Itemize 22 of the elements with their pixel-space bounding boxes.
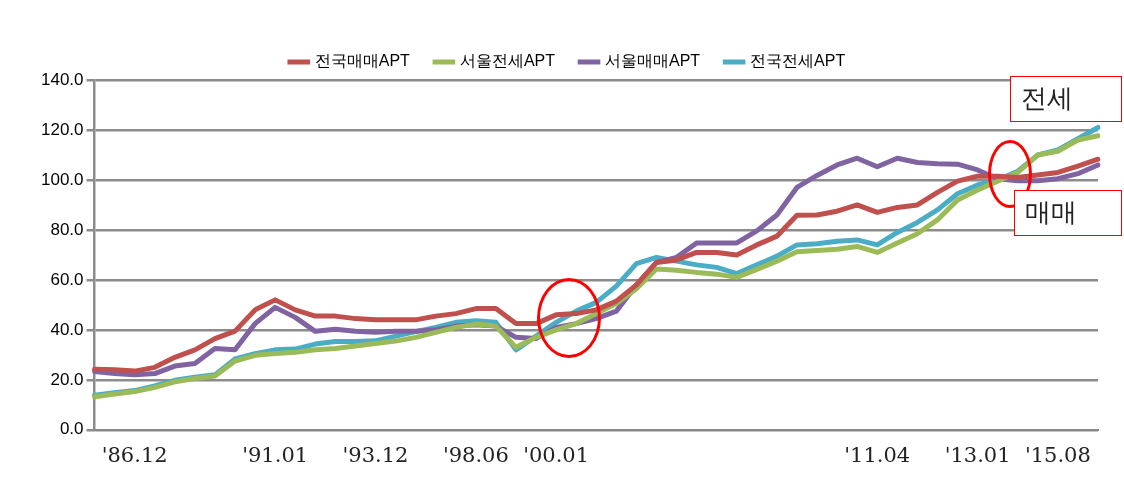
y-tick-label: 140.0	[40, 69, 84, 89]
y-tick-label: 20.0	[50, 369, 84, 389]
annotation: 전세	[1010, 76, 1122, 122]
x-tick-label: '93.12	[342, 442, 409, 467]
legend-label: 전국전세APT	[750, 52, 846, 70]
legend-label: 전국매매APT	[314, 52, 411, 70]
x-tick-label: '86.12	[101, 442, 168, 467]
y-tick-label: 60.0	[50, 269, 84, 289]
legend-label: 서울전세APT	[459, 52, 556, 70]
y-tick-label: 0.0	[59, 419, 84, 439]
x-tick-label: '13.01	[944, 442, 1011, 467]
y-tick-label: 100.0	[40, 169, 84, 189]
annotation: 매매	[1014, 190, 1122, 236]
legend-label: 서울매매APT	[605, 52, 701, 70]
x-tick-label: '98.06	[442, 442, 509, 467]
y-tick-label: 40.0	[50, 319, 84, 339]
x-tick-label: '11.04	[844, 442, 911, 467]
y-tick-label: 120.0	[40, 119, 84, 139]
x-tick-label: '15.08	[1024, 442, 1091, 467]
x-tick-label: '00.01	[523, 442, 590, 467]
x-tick-label: '91.01	[242, 442, 309, 467]
y-tick-label: 80.0	[50, 219, 84, 239]
